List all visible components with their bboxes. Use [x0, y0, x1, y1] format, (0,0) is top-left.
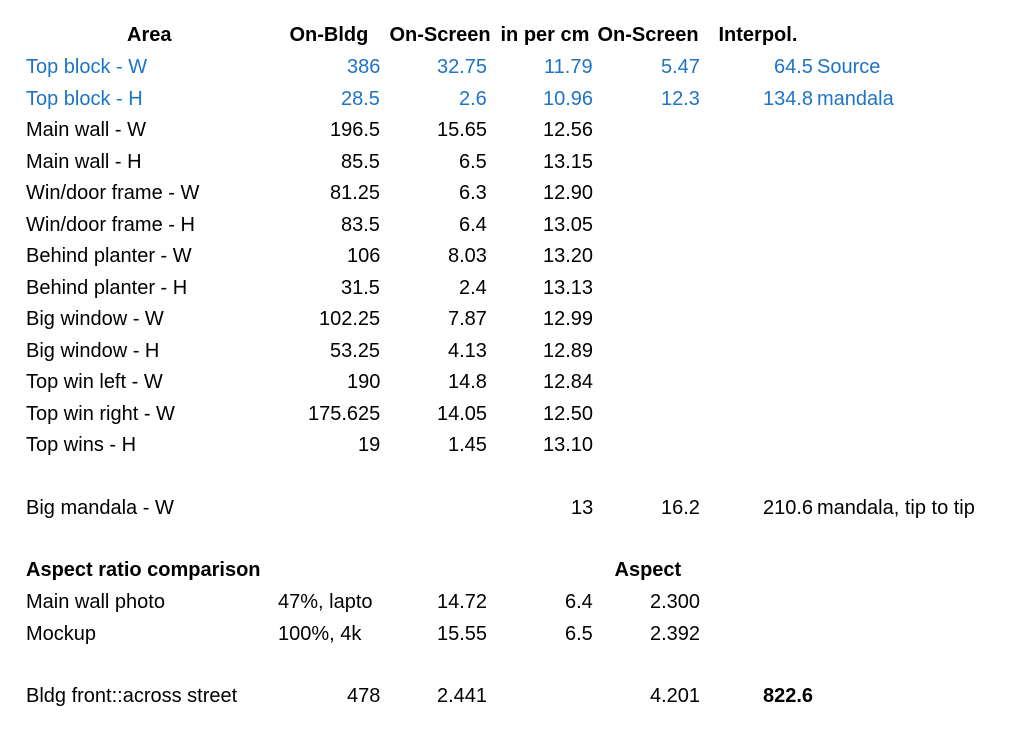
header-cell: On-Bldg [289, 24, 369, 46]
cell: mandala, tip to tip [817, 497, 975, 519]
cell: 6.3 [459, 182, 487, 204]
section-header: Aspect ratio comparison [26, 559, 261, 581]
cell: 12.50 [543, 402, 594, 425]
header-cell: On-Screen [389, 24, 491, 46]
cell: 13.10 [543, 434, 594, 456]
cell: Main wall - H [26, 150, 142, 173]
section-header: Aspect [614, 559, 682, 581]
cell: 6.5 [459, 150, 487, 173]
cell: Top wins - H [26, 434, 137, 456]
cell: 478 [347, 685, 381, 707]
cell: 210.6 [763, 497, 814, 519]
cell: 13.20 [543, 245, 594, 267]
cell: Top block - H [26, 87, 143, 110]
cell: 31.5 [341, 276, 380, 299]
cell: 2.300 [650, 591, 701, 613]
cell: 19 [358, 434, 381, 456]
cell: Top win left - W [26, 371, 163, 393]
cell: 6.5 [565, 622, 593, 645]
cell: 11.79 [544, 56, 593, 78]
cell: 81.25 [330, 182, 381, 204]
cell: 2.441 [437, 685, 488, 707]
cell: 5.47 [661, 56, 700, 78]
cell: 2.6 [459, 87, 487, 110]
cell: 13.15 [543, 150, 594, 173]
cell: 190 [347, 371, 381, 393]
cell: 102.25 [319, 308, 381, 330]
cell: 13.05 [543, 213, 594, 236]
header-cell: On-Screen [597, 24, 699, 46]
cell: Source [817, 56, 881, 78]
cell: Big window - W [26, 308, 164, 330]
cell: 12.89 [543, 339, 594, 362]
header-cell: Area [127, 24, 172, 46]
cell: 10.96 [543, 87, 594, 110]
cell: 12.84 [543, 371, 594, 393]
cell: 13.13 [543, 276, 594, 299]
cell: 6.4 [459, 213, 487, 236]
cell: 1.45 [448, 434, 487, 456]
cell: 15.55 [437, 622, 488, 645]
cell: Big window - H [26, 339, 160, 362]
header-cell: Interpol. [718, 24, 798, 46]
header-cell: in per cm [500, 24, 590, 46]
cell: 2.392 [650, 622, 701, 645]
cell: 100%, 4k [278, 622, 362, 645]
cell: 12.90 [543, 182, 594, 204]
cell: 8.03 [448, 245, 487, 267]
cell: 85.5 [341, 150, 380, 173]
cell: 32.75 [437, 56, 488, 78]
cell: 13 [571, 497, 594, 519]
cell: mandala [817, 87, 894, 110]
cell: 4.13 [448, 339, 487, 362]
cell: 12.99 [543, 308, 594, 330]
cell: 12.3 [661, 87, 700, 110]
cell: 175.625 [308, 402, 381, 425]
cell: 196.5 [330, 119, 381, 141]
cell: Behind planter - W [26, 245, 192, 267]
cell: 16.2 [661, 497, 700, 519]
cell: Big mandala - W [26, 497, 174, 519]
cell: 12.56 [543, 119, 594, 141]
cell: Top block - W [26, 56, 148, 78]
cell: 386 [347, 56, 381, 78]
cell: 47%, lapto [278, 591, 373, 613]
cell: Top win right - W [26, 402, 175, 425]
cell: 15.65 [437, 119, 488, 141]
cell: 2.4 [459, 276, 487, 299]
cell: 822.6 [763, 685, 814, 707]
cell: Win/door frame - H [26, 213, 195, 236]
cell: Bldg front::across street [26, 685, 238, 707]
cell: Behind planter - H [26, 276, 188, 299]
cell: Main wall photo [26, 591, 165, 613]
cell: 106 [347, 245, 381, 267]
cell: 64.5 [774, 56, 813, 78]
cell: Win/door frame - W [26, 182, 200, 204]
cell: 7.87 [448, 308, 487, 330]
cell: 4.201 [650, 685, 701, 707]
cell: 134.8 [763, 87, 814, 110]
cell: Mockup [26, 622, 97, 645]
cell: Main wall - W [26, 119, 147, 141]
cell: 14.72 [437, 591, 488, 613]
cell: 28.5 [341, 87, 380, 110]
cell: 6.4 [565, 591, 593, 613]
cell: 83.5 [341, 213, 380, 236]
cell: 53.25 [330, 339, 381, 362]
cell: 14.8 [448, 371, 487, 393]
cell: 14.05 [437, 402, 488, 425]
